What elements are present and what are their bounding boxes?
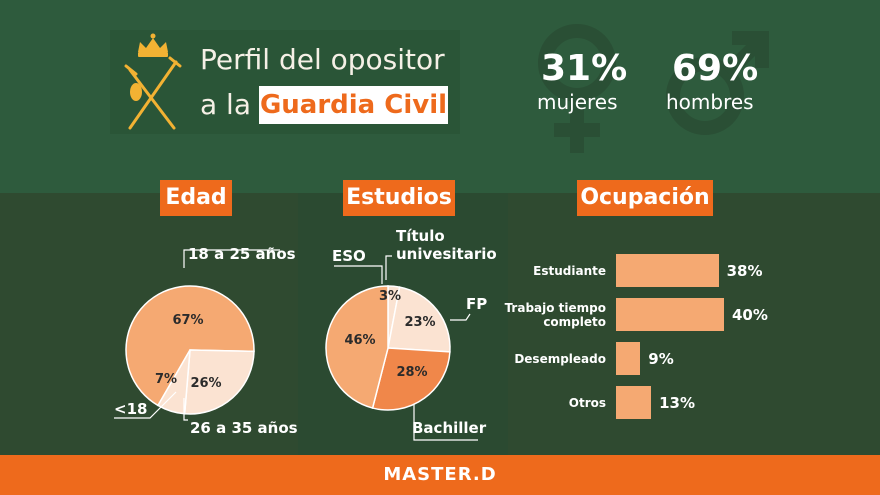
ocupacion-title: Ocupación [577,180,713,216]
ocupacion-bar-1 [616,298,724,331]
edad-slice-0 [125,285,255,407]
men-label: hombres [666,90,754,114]
estudios-title: Estudios [343,180,455,216]
women-percentage: 31% [541,48,628,89]
estudios-slice-value-3: 46% [344,333,375,348]
ocupacion-category-0: Estudiante [533,264,606,278]
estudios-label-bachiller: Bachiller [412,419,487,437]
ocupacion-category-line: Otros [568,395,606,410]
edad-slice-2 [156,349,191,415]
estudios-label-fp: FP [466,295,488,313]
ocupacion-category-line: completo [543,314,606,329]
estudios-slice-3 [325,285,389,409]
edad-slice-1 [183,349,255,415]
estudios-slice-value-1: 23% [404,315,435,330]
ocupacion-category-2: Desempleado [514,352,606,366]
ocupacion-bar-3 [616,386,652,419]
edad-label-under-18: <18 [114,400,148,418]
ocupacion-category-3: Otros [569,396,606,410]
title-line-1: Perfil del opositor [200,43,445,76]
edad-slice-value-0: 67% [172,313,203,328]
ocupacion-bar-value-1: 40% [732,305,768,324]
edad-label-18-25: 18 a 25 años [188,245,296,263]
edad-title: Edad [160,180,232,216]
men-percentage: 69% [672,48,759,89]
title-highlight: Guardia Civil [259,86,448,124]
brand-logo: MASTER.D [383,464,497,485]
women-label: mujeres [537,90,618,114]
estudios-slice-1 [387,286,451,353]
footer: MASTER.D [0,455,880,495]
edad-label-26-35: 26 a 35 años [190,419,298,437]
ocupacion-bar-2 [616,342,641,375]
ocupacion-category-line: Desempleado [514,351,606,366]
estudios-pie-chart: 3%23% 28% 46% [325,285,451,411]
ocupacion-bar-value-3: 13% [659,393,695,412]
edad-pie-chart: 67% 26% 7% [125,285,255,415]
estudios-slice-2 [371,347,451,411]
female-symbol-icon [538,24,616,153]
estudios-slice-value-0: 3% [379,289,401,304]
guardia-civil-emblem-icon [124,33,182,130]
edad-slice-value-2: 7% [155,372,177,387]
ocupacion-category-1: Trabajo tiempo completo [505,301,606,329]
ocupacion-bar-value-2: 9% [648,349,674,368]
estudios-slice-value-2: 28% [396,365,427,380]
ocupacion-category-line: Trabajo tiempo [504,300,606,315]
ocupacion-bar-0 [616,254,719,287]
male-symbol-icon [666,31,769,135]
estudios-label-titulo-line1: Título [396,227,445,245]
edad-slice-value-1: 26% [190,376,221,391]
estudios-label-titulo-line2: univesitario [396,245,497,263]
title-line-2-prefix: a la [200,88,251,121]
estudios-label-eso: ESO [332,247,366,265]
ocupacion-category-line: Estudiante [533,263,606,278]
ocupacion-bar-value-0: 38% [726,261,763,280]
